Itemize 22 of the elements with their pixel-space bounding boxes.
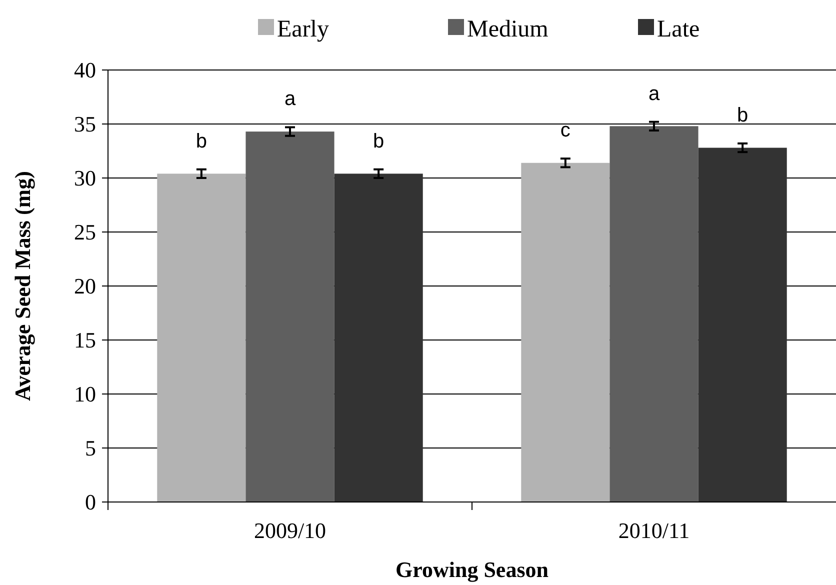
data-label: a [648,82,660,105]
y-tick-label: 0 [85,490,96,515]
y-tick-label: 25 [74,220,96,245]
x-tick-label: 2010/11 [618,518,690,543]
data-label: b [737,104,748,126]
y-tick-label: 30 [74,166,96,191]
y-tick-label: 35 [74,112,96,137]
y-tick-label: 40 [74,58,96,83]
legend-label: Late [657,16,700,42]
y-tick-label: 10 [74,382,96,407]
legend-label: Medium [467,16,549,42]
y-axis-title: Average Seed Mass (mg) [10,171,35,401]
data-label: b [373,130,384,152]
legend-label: Early [277,16,329,42]
data-label: a [284,88,296,110]
y-tick-label: 20 [74,274,96,299]
y-tick-label: 5 [85,436,96,461]
x-axis-title: Growing Season [395,557,549,582]
data-label: c [560,120,570,142]
y-tick-label: 15 [74,328,96,353]
data-label: b [196,130,207,152]
x-tick-label: 2009/10 [254,518,326,543]
